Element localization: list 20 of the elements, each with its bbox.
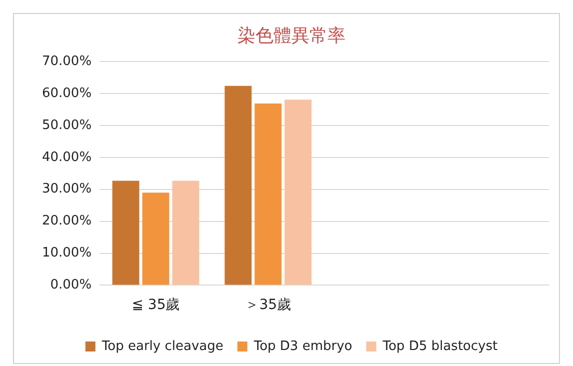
y-tick-label: 60.00% — [42, 86, 92, 101]
bar — [254, 103, 282, 285]
bar — [224, 86, 252, 285]
y-tick-label: 20.00% — [42, 214, 92, 229]
x-tick-label: ＞35歲 — [245, 297, 292, 314]
y-tick-label: 0.00% — [50, 278, 92, 293]
bar — [172, 180, 200, 285]
bar — [142, 192, 170, 285]
y-tick-label: 30.00% — [42, 182, 92, 197]
bar — [284, 100, 312, 285]
y-tick-label: 10.00% — [42, 246, 92, 261]
x-tick-label: ≦ 35歲 — [132, 297, 180, 314]
legend-label: Top early cleavage — [100, 338, 224, 354]
y-tick-label: 50.00% — [42, 118, 92, 133]
legend-label: Top D5 blastocyst — [382, 338, 498, 354]
bar — [112, 180, 140, 285]
chart-title: 染色體異常率 — [238, 25, 346, 46]
y-tick-label: 40.00% — [42, 150, 92, 165]
legend-label: Top D3 embryo — [252, 338, 352, 354]
y-tick-label: 70.00% — [42, 54, 92, 69]
